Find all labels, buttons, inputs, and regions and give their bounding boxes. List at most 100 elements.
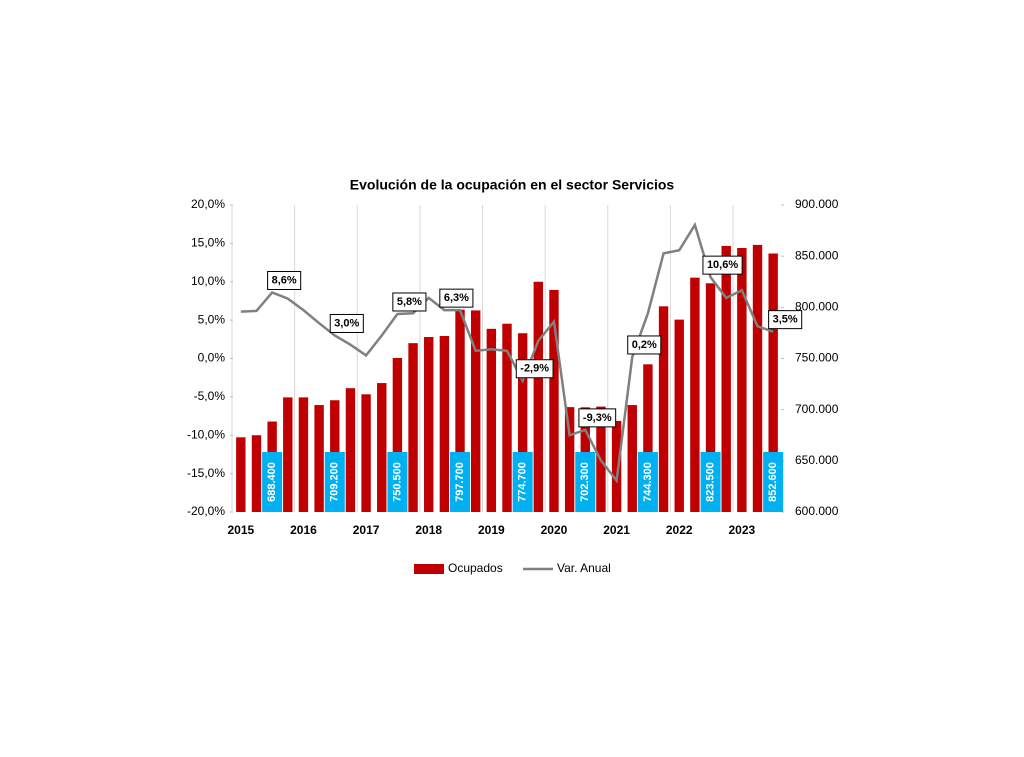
x-tick-label: 2016 <box>290 523 317 537</box>
line-label-text: 10,6% <box>707 259 738 271</box>
bar <box>517 333 528 512</box>
bar <box>502 323 512 512</box>
bar-label-box <box>387 452 408 512</box>
bar-label-box <box>575 452 596 512</box>
x-tick-label: 2015 <box>227 523 254 537</box>
x-tick-label: 2018 <box>415 523 442 537</box>
bar-label: 744.300 <box>642 462 654 502</box>
bar-label-box <box>262 452 283 512</box>
bar <box>236 437 246 512</box>
line-label: -9,3% <box>578 408 617 428</box>
bar <box>345 388 356 512</box>
y2-tick-label: 750.000 <box>795 351 839 365</box>
bar <box>314 405 324 512</box>
bar-label-box <box>700 452 721 512</box>
line-label-box <box>439 288 474 308</box>
bar <box>627 405 637 512</box>
line-label-box <box>329 313 364 333</box>
line-label-text: 5,8% <box>397 296 422 308</box>
bar <box>455 309 465 512</box>
bar-label: 797.700 <box>454 462 466 502</box>
y-tick-label: -10,0% <box>187 427 225 441</box>
bar <box>251 435 262 512</box>
y-tick-label: 10,0% <box>191 274 225 288</box>
y2-tick-label: 900.000 <box>795 197 839 211</box>
bar <box>408 343 418 512</box>
line-label-box <box>392 292 427 312</box>
bar <box>690 277 700 512</box>
legend-swatch <box>414 564 444 574</box>
y-tick-label: -20,0% <box>187 504 225 518</box>
bar <box>658 306 669 512</box>
bar <box>674 319 684 512</box>
line-label: 3,5% <box>768 310 803 330</box>
bar <box>298 397 309 512</box>
line-label-text: -9,3% <box>583 412 612 424</box>
y-tick-label: 15,0% <box>191 236 225 250</box>
bar <box>361 394 371 512</box>
line-label-box <box>515 359 554 379</box>
line-label-text: 3,5% <box>773 314 798 326</box>
bar-label-box <box>763 452 784 512</box>
bar <box>439 335 450 512</box>
bar-label-box <box>637 452 658 512</box>
bar <box>564 407 575 512</box>
line-label: 6,3% <box>439 288 474 308</box>
line-label: -2,9% <box>515 359 554 379</box>
chart-title: Evolución de la ocupación en el sector S… <box>350 177 675 193</box>
x-tick-label: 2022 <box>666 523 693 537</box>
line-label-text: 0,2% <box>632 339 657 351</box>
bar <box>377 383 387 512</box>
line-label: 8,6% <box>267 270 302 290</box>
y2-tick-label: 600.000 <box>795 504 839 518</box>
line-label-text: 6,3% <box>444 292 469 304</box>
bar <box>486 328 497 512</box>
x-tick-label: 2021 <box>603 523 630 537</box>
bar <box>470 310 481 512</box>
line-label-text: -2,9% <box>520 363 549 375</box>
line-label: 0,2% <box>627 335 662 355</box>
y-tick-label: 20,0% <box>191 197 225 211</box>
y-tick-label: 0,0% <box>198 351 226 365</box>
bar-label: 709.200 <box>329 462 341 502</box>
line-label: 10,6% <box>702 255 743 275</box>
bar-label: 688.400 <box>266 462 278 502</box>
bar <box>737 247 747 513</box>
bar-label-box <box>512 452 533 512</box>
line-label-box <box>627 335 662 355</box>
bar <box>611 420 622 512</box>
bar-label: 823.500 <box>704 462 716 502</box>
bar <box>549 289 559 512</box>
bar-label: 852.600 <box>767 462 779 502</box>
bar-label: 750.500 <box>391 462 403 502</box>
y2-tick-label: 650.000 <box>795 453 839 467</box>
y-tick-label: -15,0% <box>187 466 225 480</box>
line-label-box <box>267 270 302 290</box>
line-label-text: 3,0% <box>334 317 359 329</box>
x-tick-label: 2023 <box>729 523 756 537</box>
bar <box>424 337 434 512</box>
bar <box>392 357 403 512</box>
legend-label: Var. Anual <box>557 561 611 575</box>
line-label-box <box>702 255 743 275</box>
y-tick-label: 5,0% <box>198 312 226 326</box>
bar-label: 774.700 <box>517 462 529 502</box>
bar <box>721 245 731 512</box>
line-label-box <box>578 408 617 428</box>
line-label-text: 8,6% <box>272 274 297 286</box>
bar <box>643 364 653 512</box>
line-label-box <box>768 310 803 330</box>
y-tick-label: -5,0% <box>194 389 226 403</box>
line-label: 3,0% <box>329 313 364 333</box>
bar-label-box <box>324 452 345 512</box>
bar <box>283 397 293 512</box>
y2-tick-label: 850.000 <box>795 248 839 262</box>
x-tick-label: 2017 <box>353 523 380 537</box>
bar <box>533 281 544 512</box>
bar-label-box <box>450 452 471 512</box>
x-tick-label: 2019 <box>478 523 505 537</box>
bar-label: 702.300 <box>579 462 591 502</box>
bar <box>705 283 716 512</box>
line <box>240 221 774 484</box>
